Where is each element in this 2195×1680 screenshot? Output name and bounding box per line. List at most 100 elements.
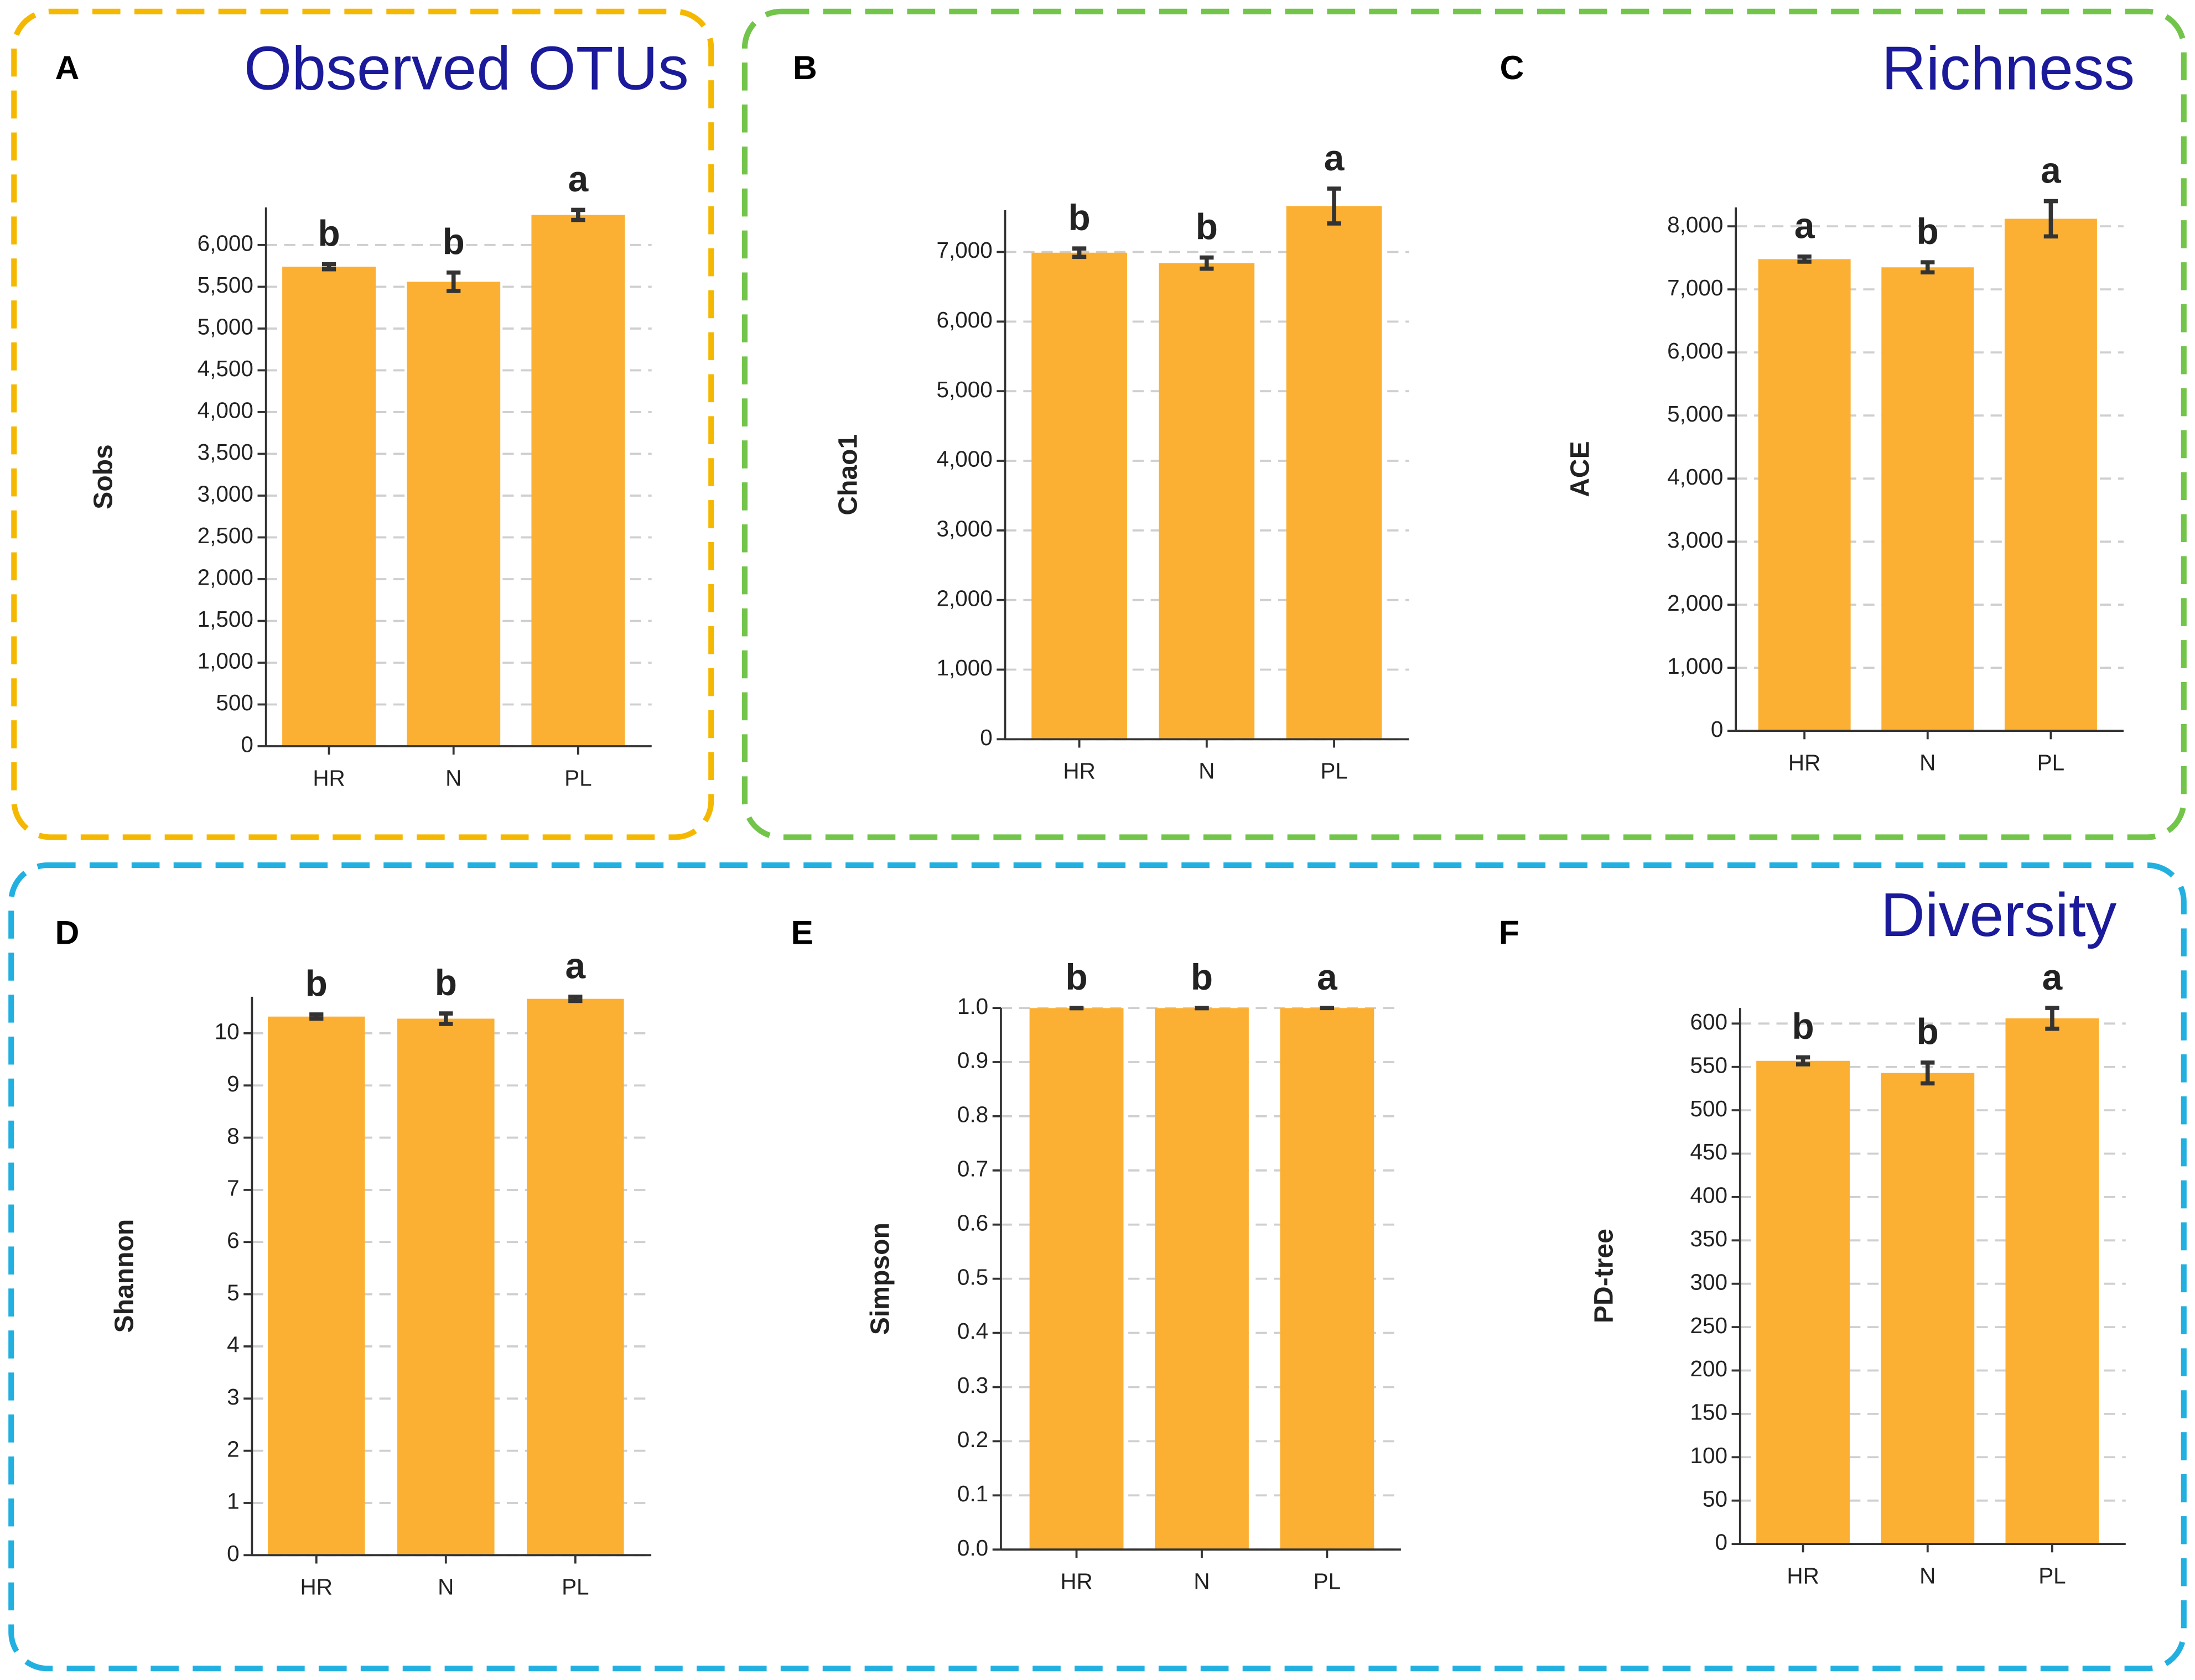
bar bbox=[527, 998, 624, 1556]
bar bbox=[1758, 259, 1851, 731]
panel-label: F bbox=[1499, 914, 1519, 951]
bar bbox=[1881, 267, 1974, 731]
y-tick-label: 2,500 bbox=[198, 523, 253, 548]
y-tick-label: 0 bbox=[227, 1541, 240, 1566]
y-tick-label: 300 bbox=[1690, 1269, 1727, 1294]
bar bbox=[1155, 1008, 1249, 1550]
y-tick-label: 2 bbox=[227, 1436, 240, 1461]
x-tick-label: N bbox=[1919, 1563, 1935, 1588]
y-tick-label: 6,000 bbox=[1667, 338, 1723, 363]
y-axis-label: Simpson bbox=[865, 1223, 895, 1335]
y-tick-label: 0.6 bbox=[957, 1210, 988, 1235]
y-axis-label: ACE bbox=[1565, 441, 1595, 497]
y-tick-label: 9 bbox=[227, 1071, 240, 1096]
panel-label: C bbox=[1499, 49, 1524, 86]
significance-letter: b bbox=[305, 963, 328, 1004]
y-tick-label: 6 bbox=[227, 1228, 240, 1253]
y-tick-label: 0.8 bbox=[957, 1102, 988, 1127]
y-tick-label: 4,500 bbox=[198, 356, 253, 381]
y-tick-label: 350 bbox=[1690, 1226, 1727, 1251]
significance-letter: b bbox=[1792, 1006, 1814, 1047]
group-title: Richness bbox=[1881, 33, 2135, 102]
significance-letter: b bbox=[1191, 956, 1213, 997]
y-tick-label: 1,000 bbox=[198, 648, 253, 674]
significance-letter: a bbox=[565, 945, 586, 986]
y-tick-label: 3,000 bbox=[1667, 527, 1723, 553]
bar bbox=[1029, 1008, 1124, 1550]
x-tick-label: HR bbox=[1063, 758, 1095, 784]
y-tick-label: 500 bbox=[1690, 1096, 1727, 1121]
x-tick-label: N bbox=[438, 1574, 454, 1600]
y-tick-label: 3,000 bbox=[198, 481, 253, 507]
y-tick-label: 500 bbox=[216, 690, 253, 715]
y-tick-label: 2,000 bbox=[1667, 590, 1723, 616]
y-tick-label: 0.7 bbox=[957, 1156, 988, 1182]
group-box bbox=[11, 8, 714, 840]
y-tick-label: 250 bbox=[1690, 1313, 1727, 1338]
y-tick-label: 550 bbox=[1690, 1052, 1727, 1078]
y-tick-label: 1,000 bbox=[936, 655, 992, 680]
y-tick-label: 0 bbox=[241, 732, 253, 757]
significance-letter: b bbox=[1065, 956, 1087, 997]
y-tick-label: 4,000 bbox=[1667, 464, 1723, 490]
y-tick-label: 200 bbox=[1690, 1356, 1727, 1381]
group-box bbox=[8, 862, 2187, 1672]
y-tick-label: 7 bbox=[227, 1176, 240, 1201]
y-tick-label: 3 bbox=[227, 1384, 240, 1409]
x-tick-label: HR bbox=[300, 1574, 333, 1600]
bar bbox=[1031, 252, 1127, 740]
bar bbox=[282, 267, 376, 746]
y-tick-label: 2,000 bbox=[198, 565, 253, 590]
bar bbox=[268, 1016, 365, 1556]
significance-letter: a bbox=[1317, 956, 1337, 997]
y-tick-label: 0.0 bbox=[957, 1535, 988, 1561]
y-tick-label: 6,000 bbox=[198, 231, 253, 256]
x-tick-label: N bbox=[1198, 758, 1215, 784]
group-title: Observed OTUs bbox=[244, 33, 689, 102]
significance-letter: b bbox=[1917, 1011, 1939, 1052]
significance-letter: a bbox=[1794, 205, 1815, 246]
y-tick-label: 5,000 bbox=[1667, 401, 1723, 426]
significance-letter: a bbox=[2041, 149, 2061, 190]
y-tick-label: 7,000 bbox=[936, 237, 992, 263]
y-tick-label: 8,000 bbox=[1667, 212, 1723, 237]
y-tick-label: 5,000 bbox=[936, 377, 992, 402]
bar bbox=[531, 215, 625, 746]
bar bbox=[1159, 263, 1255, 740]
y-tick-label: 0 bbox=[1711, 716, 1724, 742]
y-tick-label: 4,000 bbox=[936, 446, 992, 472]
y-tick-label: 4,000 bbox=[198, 398, 253, 423]
y-tick-label: 3,000 bbox=[936, 516, 992, 542]
significance-letter: b bbox=[1068, 197, 1091, 238]
bar bbox=[1286, 206, 1382, 740]
y-tick-label: 2,000 bbox=[936, 585, 992, 611]
y-tick-label: 8 bbox=[227, 1123, 240, 1148]
y-tick-label: 50 bbox=[1703, 1486, 1727, 1511]
x-tick-label: PL bbox=[562, 1574, 589, 1600]
y-axis-label: PD-tree bbox=[1589, 1229, 1619, 1323]
group-box bbox=[741, 8, 2187, 840]
x-tick-label: PL bbox=[2038, 1563, 2066, 1588]
significance-letter: b bbox=[1196, 206, 1218, 247]
bar bbox=[1881, 1073, 1975, 1544]
y-tick-label: 450 bbox=[1690, 1139, 1727, 1164]
y-axis-label: Sobs bbox=[88, 444, 118, 509]
significance-letter: b bbox=[443, 221, 465, 262]
y-tick-label: 4 bbox=[227, 1332, 240, 1357]
bar bbox=[1280, 1008, 1374, 1550]
bar bbox=[1756, 1060, 1850, 1544]
x-tick-label: N bbox=[1194, 1569, 1210, 1594]
y-tick-label: 10 bbox=[215, 1019, 240, 1044]
y-tick-label: 0.3 bbox=[957, 1372, 988, 1398]
panel-label: B bbox=[793, 49, 817, 86]
group-title: Diversity bbox=[1881, 880, 2117, 949]
x-tick-label: N bbox=[445, 765, 461, 790]
panel-label: D bbox=[55, 914, 80, 951]
y-tick-label: 0.5 bbox=[957, 1264, 988, 1289]
y-tick-label: 0.4 bbox=[957, 1318, 988, 1344]
y-tick-label: 1.0 bbox=[957, 994, 988, 1019]
x-tick-label: N bbox=[1919, 750, 1935, 776]
y-tick-label: 1 bbox=[227, 1489, 240, 1514]
y-axis-label: Shannon bbox=[109, 1219, 139, 1333]
